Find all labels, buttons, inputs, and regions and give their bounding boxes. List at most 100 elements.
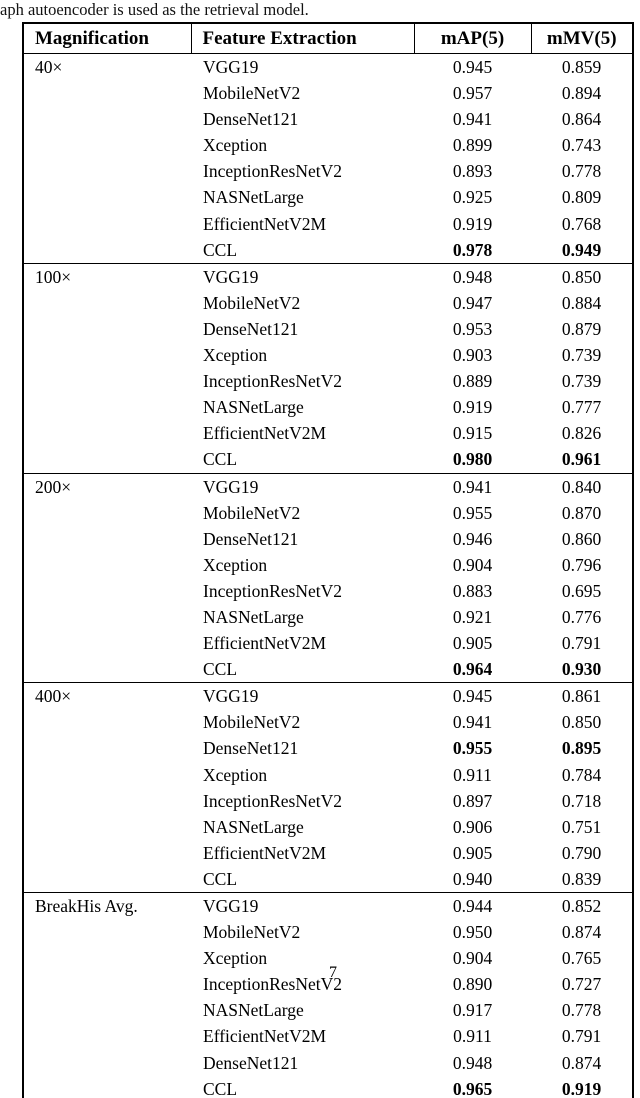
map5-value-cell: 0.948 [452,266,493,287]
feature-extraction-cell: DenseNet121 [203,1052,299,1073]
feature-extraction-cell: InceptionResNetV2 [203,580,342,601]
feature-extraction-cell: InceptionResNetV2 [203,974,342,995]
mmv5-value-cell: 0.850 [561,266,602,287]
feature-extraction-cell: VGG19 [203,476,259,497]
map5-value-cell: 0.965 [452,1078,493,1098]
magnification-cell: 40× [35,57,63,77]
map5-value-cell: 0.980 [452,449,493,470]
mmv5-value-cell: 0.860 [561,528,602,549]
feature-extraction-cell: VGG19 [203,266,259,287]
map5-value-cell: 0.945 [452,57,493,77]
feature-extraction-cell: MobileNetV2 [203,712,301,733]
map5-value-cell: 0.915 [452,423,493,444]
table-row: NASNetLarge 0.925 0.809 [23,184,633,210]
map5-value-cell: 0.947 [452,292,493,313]
table-row: CCL 0.978 0.949 [23,237,633,264]
feature-extraction-cell: EfficientNetV2M [203,633,327,654]
table-row: InceptionResNetV2 0.893 0.778 [23,158,633,184]
map5-value-cell: 0.964 [452,659,493,680]
mmv5-value-cell: 0.768 [561,213,602,234]
feature-extraction-cell: CCL [203,449,238,470]
mmv5-value-cell: 0.778 [561,161,602,182]
map5-value-cell: 0.948 [452,1052,493,1073]
mmv5-value-cell: 0.791 [561,1026,602,1047]
table-row: EfficientNetV2M 0.915 0.826 [23,420,633,446]
table-row: EfficientNetV2M 0.905 0.790 [23,840,633,866]
magnification-group: 200× VGG19 0.941 0.840 MobileNetV2 0.955 0.870… [23,473,633,683]
feature-extraction-cell: EfficientNetV2M [203,213,327,234]
map5-value-cell: 0.940 [452,868,493,889]
mmv5-value-cell: 0.870 [561,502,602,523]
map5-value-cell: 0.944 [452,896,493,916]
magnification-group: 100× VGG19 0.948 0.850 MobileNetV2 0.947 0.884… [23,263,633,473]
map5-value-cell: 0.905 [452,842,493,863]
feature-extraction-cell: NASNetLarge [203,606,304,627]
col-header-mmv5: mMV(5) [530,23,633,54]
feature-extraction-cell: VGG19 [203,686,259,707]
magnification-group: BreakHis Avg. VGG19 0.944 0.852 MobileNetV2 0… [23,892,633,1098]
mmv5-value-cell: 0.895 [561,738,602,759]
feature-extraction-cell: CCL [203,239,238,260]
map5-value-cell: 0.946 [452,528,493,549]
table-row: EfficientNetV2M 0.911 0.791 [23,1023,633,1049]
table-row: NASNetLarge 0.906 0.751 [23,814,633,840]
feature-extraction-cell: DenseNet121 [203,738,299,759]
map5-value-cell: 0.917 [452,1000,493,1021]
magnification-cell: 400× [35,686,72,707]
map5-value-cell: 0.919 [452,397,493,418]
mmv5-value-cell: 0.919 [561,1078,602,1098]
table-row: Xception 0.904 0.796 [23,552,633,578]
table-row: EfficientNetV2M 0.905 0.791 [23,630,633,656]
feature-extraction-cell: EfficientNetV2M [203,842,327,863]
table-row: InceptionResNetV2 0.890 0.727 [23,971,633,997]
map5-value-cell: 0.905 [452,633,493,654]
feature-extraction-cell: EfficientNetV2M [203,423,327,444]
feature-extraction-cell: Xception [203,345,268,366]
mmv5-value-cell: 0.695 [561,580,602,601]
mmv5-value-cell: 0.777 [561,397,602,418]
mmv5-value-cell: 0.852 [561,896,602,916]
feature-extraction-cell: DenseNet121 [203,109,299,130]
mmv5-value-cell: 0.727 [561,974,602,995]
mmv5-value-cell: 0.776 [561,606,602,627]
feature-extraction-cell: CCL [203,659,238,680]
table-row: DenseNet121 0.941 0.864 [23,106,633,132]
map5-value-cell: 0.904 [452,948,493,969]
map5-value-cell: 0.890 [452,974,493,995]
table-row: 200× VGG19 0.941 0.840 [23,473,633,500]
map5-value-cell: 0.889 [452,371,493,392]
feature-extraction-cell: DenseNet121 [203,318,299,339]
feature-extraction-cell: CCL [203,868,238,889]
table-row: InceptionResNetV2 0.897 0.718 [23,788,633,814]
mmv5-value-cell: 0.930 [561,659,602,680]
table-row: CCL 0.940 0.839 [23,866,633,893]
table-row: MobileNetV2 0.957 0.894 [23,80,633,106]
map5-value-cell: 0.897 [452,790,493,811]
results-table: Magnification Feature Extraction mAP(5) … [22,22,634,1098]
feature-extraction-cell: NASNetLarge [203,397,304,418]
map5-value-cell: 0.903 [452,345,493,366]
table-row: 40× VGG19 0.945 0.859 [23,54,633,81]
feature-extraction-cell: EfficientNetV2M [203,1026,327,1047]
map5-value-cell: 0.906 [452,816,493,837]
table-row: MobileNetV2 0.950 0.874 [23,919,633,945]
map5-value-cell: 0.893 [452,161,493,182]
map5-value-cell: 0.945 [452,686,493,707]
feature-extraction-cell: MobileNetV2 [203,922,301,943]
magnification-cell: 200× [35,476,72,497]
col-header-magnification: Magnification [35,27,149,49]
feature-extraction-cell: Xception [203,135,268,156]
mmv5-value-cell: 0.778 [561,1000,602,1021]
table-row: NASNetLarge 0.919 0.777 [23,394,633,420]
map5-value-cell: 0.941 [452,476,493,497]
mmv5-value-cell: 0.894 [561,83,602,104]
mmv5-value-cell: 0.796 [561,554,602,575]
table-row: EfficientNetV2M 0.919 0.768 [23,211,633,237]
map5-value-cell: 0.957 [452,83,493,104]
map5-value-cell: 0.955 [452,738,493,759]
table-row: 100× VGG19 0.948 0.850 [23,263,633,290]
map5-value-cell: 0.899 [452,135,493,156]
map5-value-cell: 0.904 [452,554,493,575]
feature-extraction-cell: NASNetLarge [203,187,304,208]
